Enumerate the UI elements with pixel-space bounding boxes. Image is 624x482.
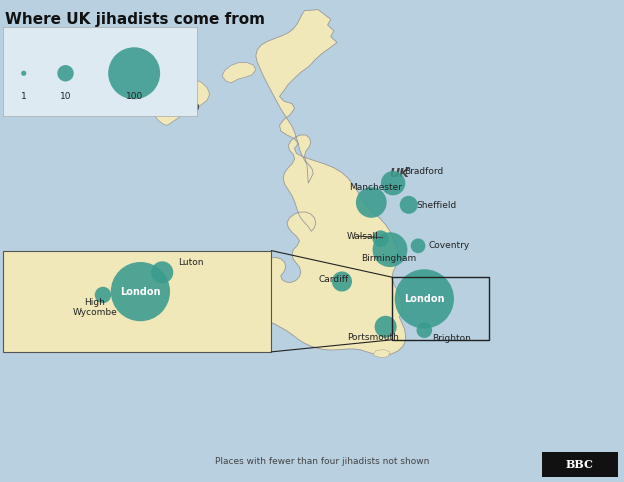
Text: Coventry: Coventry xyxy=(428,241,469,250)
Bar xyxy=(392,277,489,340)
Polygon shape xyxy=(256,10,406,355)
Text: Where UK jihadists come from: Where UK jihadists come from xyxy=(5,12,265,27)
Point xyxy=(366,199,376,206)
Bar xyxy=(3,27,197,116)
Text: 100: 100 xyxy=(125,92,143,101)
Text: Luton: Luton xyxy=(178,258,203,267)
FancyBboxPatch shape xyxy=(542,452,618,477)
Point xyxy=(135,288,145,295)
Text: 10: 10 xyxy=(60,92,71,101)
Point xyxy=(61,69,71,77)
Text: 1: 1 xyxy=(21,92,27,101)
Point xyxy=(337,278,347,285)
Text: Manchester: Manchester xyxy=(349,183,402,191)
Text: Walsall: Walsall xyxy=(346,232,378,241)
Point xyxy=(98,291,108,299)
Text: UK: UK xyxy=(389,167,409,180)
Point xyxy=(404,201,414,209)
Text: Bradford: Bradford xyxy=(404,167,444,175)
Text: Birmingham: Birmingham xyxy=(361,254,416,263)
Point xyxy=(419,326,429,334)
Text: BBC: BBC xyxy=(566,459,593,470)
Point xyxy=(413,242,423,250)
Text: Portsmouth: Portsmouth xyxy=(347,333,399,342)
Polygon shape xyxy=(222,63,256,83)
Point xyxy=(385,246,395,254)
Point xyxy=(19,69,29,77)
Polygon shape xyxy=(149,77,210,125)
Text: London: London xyxy=(404,294,444,304)
Text: Cardiff: Cardiff xyxy=(318,275,348,284)
Text: Brighton: Brighton xyxy=(432,334,470,343)
Point xyxy=(376,235,386,242)
Text: IRELAND: IRELAND xyxy=(143,102,200,115)
Text: London: London xyxy=(120,287,160,296)
Point xyxy=(157,268,167,276)
Polygon shape xyxy=(373,349,390,358)
Point xyxy=(419,295,429,303)
Text: Sheffield: Sheffield xyxy=(417,201,457,210)
Point xyxy=(381,323,391,331)
Point xyxy=(129,69,139,77)
Bar xyxy=(3,251,271,352)
Text: High
Wycombe: High Wycombe xyxy=(72,298,117,317)
Text: Places with fewer than four jihadists not shown: Places with fewer than four jihadists no… xyxy=(215,457,430,466)
Point xyxy=(388,179,398,187)
